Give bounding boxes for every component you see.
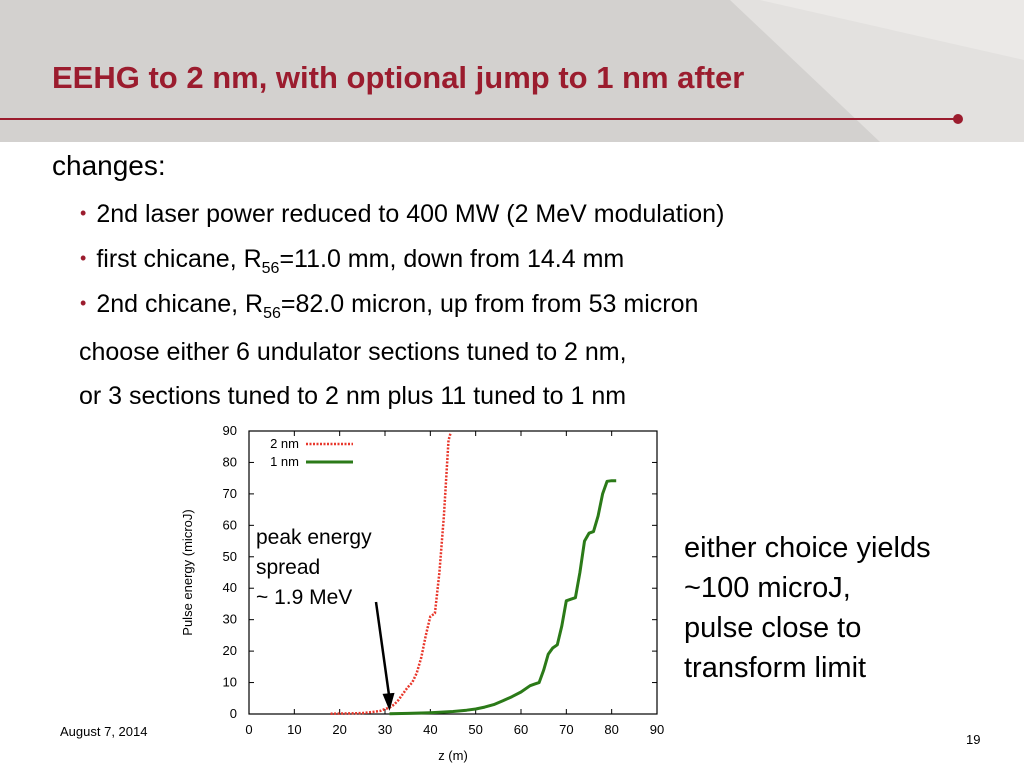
bullet-dot: • — [80, 203, 87, 223]
bullet-text-after: =82.0 micron, up from from 53 micron — [280, 290, 699, 318]
bullet-text: 2nd chicane, R — [96, 290, 264, 318]
legend-label: 2 nm — [270, 436, 299, 451]
choice-line-2: or 3 sections tuned to 2 nm plus 11 tune… — [79, 382, 627, 410]
intro-text: changes: — [52, 150, 166, 181]
bullet-text: first chicane, R — [96, 245, 262, 273]
choice-line-1: choose either 6 undulator sections tuned… — [79, 338, 627, 366]
annotation-text: peak energy — [256, 526, 372, 549]
x-tick-label: 40 — [423, 722, 437, 737]
x-tick-label: 20 — [332, 722, 346, 737]
bullet-dot: • — [80, 293, 87, 313]
x-tick-label: 90 — [650, 722, 664, 737]
annotation-arrowhead — [382, 692, 395, 711]
y-tick-label: 20 — [223, 643, 237, 658]
y-tick-label: 60 — [223, 517, 237, 532]
series-line-1-nm — [389, 479, 617, 716]
conclusion-line: transform limit — [684, 652, 867, 684]
bullet-subscript: 56 — [261, 260, 280, 277]
footer-date: August 7, 2014 — [60, 724, 148, 739]
y-tick-label: 40 — [223, 580, 237, 595]
x-tick-label: 50 — [468, 722, 482, 737]
annotation-text: ~ 1.9 MeV — [256, 586, 352, 609]
annotation-arrow — [374, 601, 391, 700]
page-number: 19 — [966, 732, 981, 747]
conclusion-line: either choice yields — [684, 532, 931, 564]
plot-frame — [248, 430, 658, 715]
x-tick-label: 80 — [604, 722, 618, 737]
conclusion-line: pulse close to — [684, 612, 862, 644]
y-tick-label: 30 — [223, 612, 237, 627]
x-axis-label: z (m) — [438, 748, 468, 763]
y-axis-label: Pulse energy (microJ) — [180, 509, 195, 635]
bullet-item: • first chicane, R56=11.0 mm, down from 1… — [80, 245, 624, 278]
header-decoration — [730, 0, 1024, 142]
y-tick-label: 80 — [223, 454, 237, 469]
bullet-item: • 2nd chicane, R56=82.0 micron, up from f… — [80, 290, 698, 323]
y-tick-label: 10 — [223, 675, 237, 690]
x-tick-label: 0 — [245, 722, 252, 737]
bullet-text-after: =11.0 mm, down from 14.4 mm — [279, 245, 625, 273]
bullet-item: • 2nd laser power reduced to 400 MW (2 Me… — [80, 200, 724, 233]
conclusion-line: ~100 microJ, — [684, 572, 851, 604]
legend-label: 1 nm — [270, 454, 299, 469]
x-tick-label: 30 — [378, 722, 392, 737]
bullet-subscript: 56 — [263, 305, 281, 322]
bullet-dot: • — [80, 248, 87, 268]
y-tick-label: 90 — [223, 423, 237, 438]
pulse-energy-chart: 0 10 20 30 40 50 60 70 80 90 0 10 20 30 40 50 60 70 80 90 z … — [180, 423, 664, 763]
bullet-text: 2nd laser power reduced to 400 MW (2 MeV… — [96, 200, 725, 228]
slide-title: EEHG to 2 nm, with optional jump to 1 nm… — [52, 60, 745, 95]
y-tick-label: 50 — [223, 549, 237, 564]
x-tick-label: 70 — [559, 722, 573, 737]
series-line-2-nm — [330, 432, 452, 715]
title-rule-dot — [953, 114, 963, 124]
title-rule — [0, 118, 958, 120]
y-tick-label: 0 — [230, 706, 237, 721]
annotation-text: spread — [256, 556, 320, 579]
x-tick-label: 60 — [514, 722, 528, 737]
x-tick-label: 10 — [287, 722, 301, 737]
conclusion-text: either choice yields ~100 microJ, pulse … — [684, 528, 931, 688]
y-tick-label: 70 — [223, 486, 237, 501]
